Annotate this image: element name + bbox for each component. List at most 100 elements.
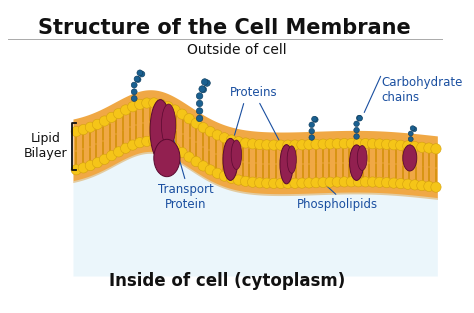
Circle shape [412, 127, 417, 132]
Circle shape [357, 115, 363, 121]
Circle shape [85, 160, 96, 171]
Ellipse shape [287, 146, 296, 173]
Circle shape [170, 105, 180, 115]
Circle shape [382, 177, 392, 188]
Circle shape [156, 137, 166, 148]
Circle shape [135, 99, 145, 110]
Circle shape [309, 128, 314, 134]
Circle shape [205, 126, 215, 137]
Circle shape [262, 140, 272, 150]
Circle shape [389, 178, 399, 188]
Circle shape [201, 79, 208, 85]
Circle shape [269, 178, 279, 188]
Circle shape [325, 177, 335, 187]
Circle shape [184, 152, 194, 162]
Circle shape [255, 178, 265, 188]
Circle shape [374, 139, 385, 149]
Text: Inside of cell (cytoplasm): Inside of cell (cytoplasm) [109, 272, 346, 290]
Circle shape [71, 126, 82, 136]
Circle shape [233, 136, 244, 147]
Circle shape [131, 95, 137, 101]
Circle shape [339, 138, 349, 149]
Circle shape [163, 140, 173, 150]
Ellipse shape [280, 145, 293, 184]
Circle shape [410, 126, 415, 131]
Circle shape [396, 178, 406, 189]
Circle shape [78, 163, 89, 173]
Circle shape [131, 82, 137, 88]
Circle shape [304, 178, 314, 188]
Circle shape [309, 122, 314, 128]
Circle shape [142, 136, 152, 146]
Circle shape [311, 177, 321, 188]
Ellipse shape [403, 145, 417, 171]
Circle shape [120, 105, 131, 115]
Circle shape [92, 119, 102, 130]
Text: Transport
Protein: Transport Protein [158, 183, 213, 211]
Circle shape [196, 108, 203, 114]
Circle shape [297, 140, 307, 150]
Circle shape [198, 122, 209, 133]
Circle shape [356, 115, 362, 121]
Circle shape [431, 182, 441, 192]
Circle shape [290, 140, 300, 150]
Ellipse shape [223, 138, 238, 180]
Circle shape [255, 139, 265, 150]
Circle shape [382, 139, 392, 150]
Circle shape [240, 138, 251, 148]
Circle shape [325, 139, 335, 149]
Circle shape [142, 98, 152, 108]
Circle shape [92, 157, 102, 168]
Circle shape [309, 135, 314, 140]
Circle shape [120, 143, 131, 153]
Circle shape [367, 177, 378, 187]
Circle shape [402, 179, 413, 189]
Circle shape [233, 175, 244, 185]
Circle shape [262, 178, 272, 188]
Circle shape [283, 178, 293, 188]
Circle shape [212, 130, 222, 140]
Circle shape [106, 112, 117, 122]
Circle shape [204, 80, 210, 86]
Circle shape [205, 165, 215, 175]
Circle shape [226, 173, 237, 183]
Circle shape [128, 140, 138, 150]
Circle shape [276, 140, 286, 150]
Circle shape [410, 180, 420, 190]
Circle shape [135, 137, 145, 148]
Circle shape [212, 168, 222, 178]
Circle shape [354, 121, 359, 126]
Text: Proteins: Proteins [230, 86, 278, 99]
Circle shape [374, 177, 385, 187]
Circle shape [290, 178, 300, 188]
Circle shape [318, 139, 328, 149]
Circle shape [240, 176, 251, 187]
Circle shape [149, 98, 159, 108]
Circle shape [410, 141, 420, 152]
Circle shape [100, 154, 109, 164]
Circle shape [113, 108, 124, 119]
Circle shape [417, 181, 427, 191]
Ellipse shape [154, 139, 180, 177]
Circle shape [312, 117, 318, 122]
Circle shape [219, 133, 229, 143]
Circle shape [247, 177, 258, 187]
Circle shape [389, 140, 399, 150]
Circle shape [106, 151, 117, 161]
Circle shape [354, 134, 359, 139]
Circle shape [318, 177, 328, 187]
Circle shape [311, 116, 317, 122]
Text: Phospholipids: Phospholipids [297, 198, 378, 211]
Ellipse shape [150, 100, 171, 160]
Ellipse shape [161, 104, 176, 146]
Circle shape [431, 144, 441, 154]
Circle shape [200, 86, 207, 93]
Circle shape [198, 161, 209, 171]
Circle shape [354, 127, 359, 133]
Circle shape [402, 141, 413, 151]
Circle shape [353, 177, 364, 187]
Circle shape [332, 139, 342, 149]
Circle shape [156, 99, 166, 109]
Circle shape [163, 101, 173, 112]
Circle shape [346, 177, 356, 187]
